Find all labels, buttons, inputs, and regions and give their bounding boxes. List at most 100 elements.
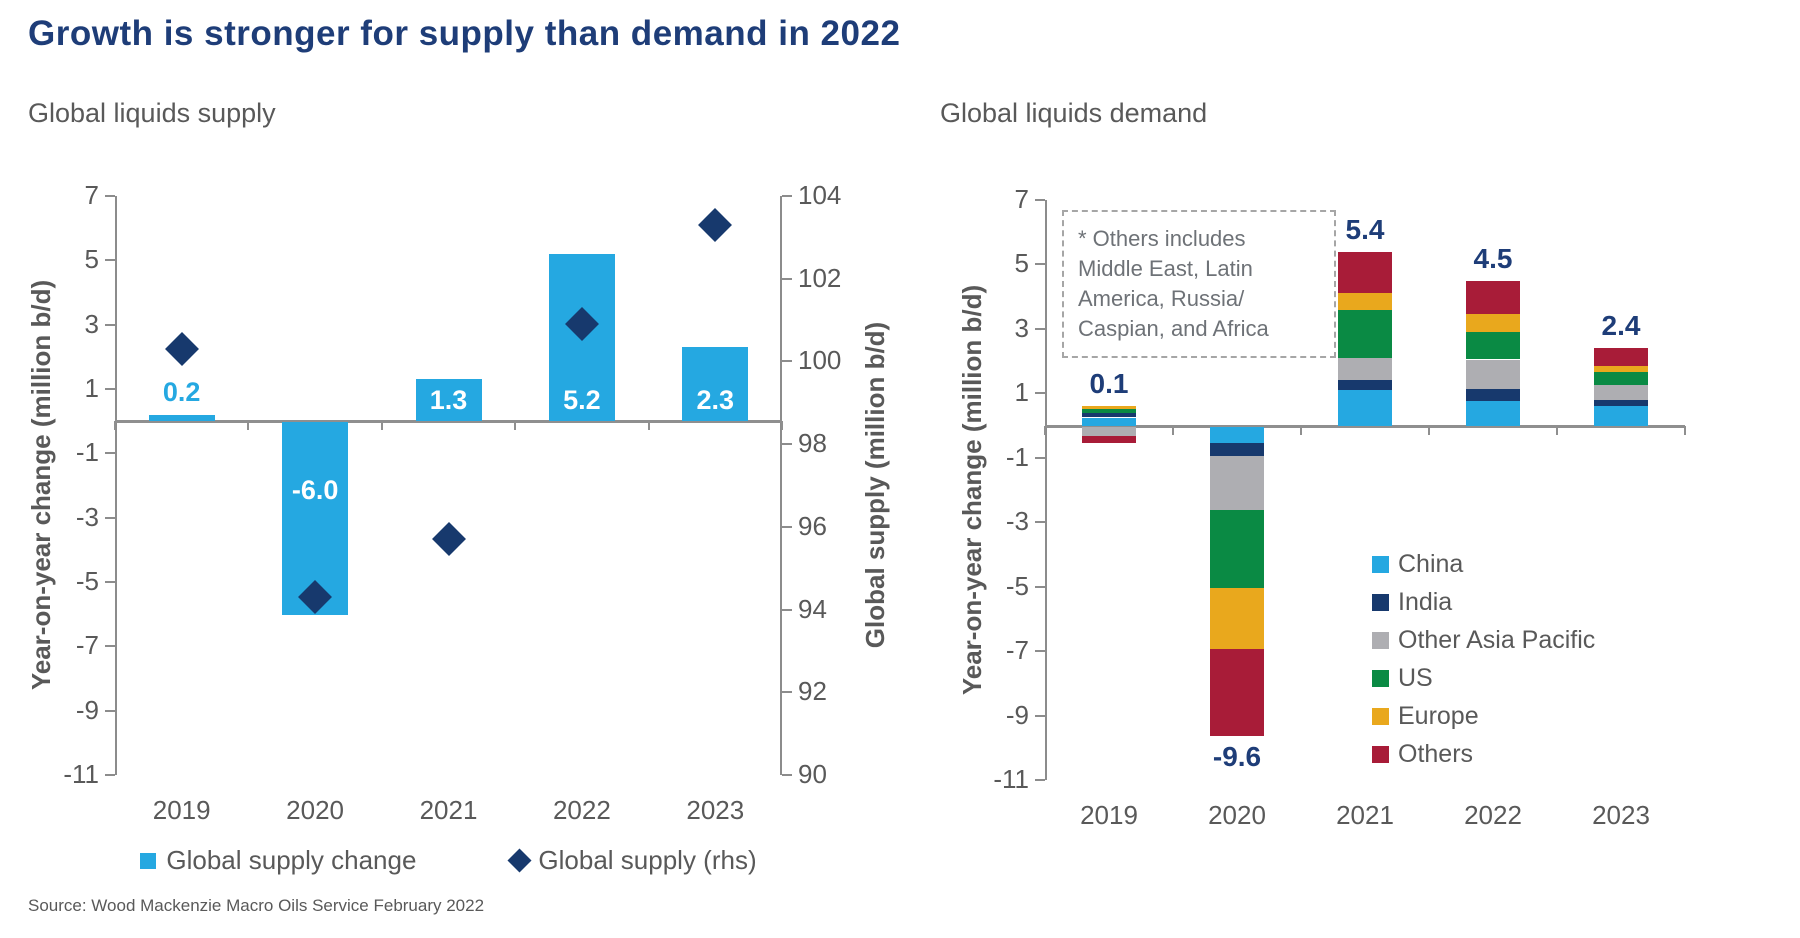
supply-chart-subtitle: Global liquids supply bbox=[28, 98, 276, 128]
segment-china-2019 bbox=[1082, 417, 1136, 426]
legend-item-global-supply-rhs: Global supply (rhs) bbox=[507, 845, 757, 876]
x-tick bbox=[1172, 425, 1174, 435]
right-y-tick bbox=[782, 277, 792, 280]
x-tick bbox=[1044, 425, 1046, 435]
left-y-tick-label: -9 bbox=[75, 694, 99, 725]
x-label-2020: 2020 bbox=[1208, 800, 1266, 830]
x-axis bbox=[1045, 424, 1685, 428]
left-y-tick-label: 5 bbox=[84, 244, 99, 275]
right-y-tick-label: 102 bbox=[798, 262, 842, 293]
segment-other-asia-pacific-2019 bbox=[1082, 426, 1136, 437]
x-tick bbox=[380, 421, 383, 431]
segment-india-2020 bbox=[1210, 442, 1264, 456]
supply-left-axis-title: Year-on-year change (million b/d) bbox=[26, 279, 56, 691]
supply-diamond-2019 bbox=[164, 332, 199, 366]
left-y-tick bbox=[105, 645, 115, 648]
left-y-tick bbox=[105, 516, 115, 519]
x-tick bbox=[514, 421, 517, 431]
left-y-tick bbox=[1035, 327, 1045, 330]
supply-bar-2021 bbox=[415, 379, 482, 422]
legend-item-europe: Europe bbox=[1372, 702, 1595, 731]
x-label-2019: 2019 bbox=[1080, 800, 1138, 830]
square-marker-icon bbox=[1372, 556, 1389, 573]
x-axis bbox=[115, 420, 782, 424]
left-y-tick-label: -5 bbox=[1005, 570, 1029, 601]
left-y-tick bbox=[1035, 456, 1045, 459]
right-y-tick-label: 104 bbox=[798, 180, 842, 210]
segment-others-2023 bbox=[1594, 348, 1648, 366]
segment-others-2021 bbox=[1338, 251, 1392, 294]
page-title: Growth is stronger for supply than deman… bbox=[28, 14, 901, 53]
demand-total-2020: -9.6 bbox=[1212, 740, 1262, 772]
right-y-tick-label: 94 bbox=[798, 593, 827, 624]
segment-us-2020 bbox=[1210, 510, 1264, 588]
right-y-tick bbox=[782, 774, 792, 776]
segment-us-2021 bbox=[1338, 309, 1392, 358]
left-y-tick bbox=[1035, 263, 1045, 266]
x-tick bbox=[114, 421, 116, 431]
left-y-tick-label: 3 bbox=[1014, 312, 1029, 343]
left-y-tick-label: 7 bbox=[84, 180, 99, 210]
segment-us-2023 bbox=[1594, 372, 1648, 386]
right-y-tick-label: 100 bbox=[798, 345, 842, 376]
x-label-2019: 2019 bbox=[152, 795, 211, 825]
square-marker-icon bbox=[1372, 632, 1389, 649]
legend-label: China bbox=[1398, 550, 1464, 578]
legend-item-us: US bbox=[1372, 664, 1595, 693]
left-y-tick-label: -7 bbox=[75, 630, 99, 661]
segment-india-2019 bbox=[1082, 412, 1136, 418]
right-y-axis bbox=[780, 196, 782, 775]
x-tick bbox=[1556, 425, 1558, 435]
left-y-tick-label: 1 bbox=[1014, 377, 1029, 408]
x-label-2020: 2020 bbox=[286, 795, 345, 825]
left-y-tick bbox=[105, 774, 115, 776]
left-y-tick-label: -1 bbox=[75, 437, 99, 468]
left-y-tick bbox=[1035, 779, 1045, 781]
segment-other-asia-pacific-2022 bbox=[1466, 359, 1520, 389]
left-y-tick bbox=[105, 709, 115, 712]
supply-bar-2019 bbox=[148, 414, 215, 422]
segment-other-asia-pacific-2023 bbox=[1594, 385, 1648, 400]
supply-chart: 7 5 3 1 -1 -3 -5 -7 -9 -11 104 102 100 98 96 94 92 90 2019… bbox=[63, 180, 841, 825]
supply-diamond-2023 bbox=[698, 207, 733, 242]
left-y-tick-label: -9 bbox=[1005, 699, 1029, 730]
segment-china-2022 bbox=[1466, 401, 1520, 426]
right-y-tick-label: 96 bbox=[798, 510, 827, 541]
demand-chart: 7 5 3 1 -1 -3 -5 -7 -9 -11 2019 2020 2021 2022 2023 0.1… bbox=[993, 184, 1686, 830]
supply-bar-value-2020: -6.0 bbox=[291, 475, 339, 506]
left-y-tick-label: -11 bbox=[63, 759, 99, 789]
legend-item-global-supply-change: Global supply change bbox=[140, 845, 416, 876]
left-y-tick-label: 1 bbox=[84, 373, 99, 403]
square-marker-icon bbox=[1372, 746, 1389, 763]
segment-india-2021 bbox=[1338, 380, 1392, 391]
segment-other-asia-pacific-2020 bbox=[1210, 455, 1264, 511]
square-marker-icon bbox=[1372, 708, 1389, 725]
demand-total-2021: 5.4 bbox=[1345, 213, 1385, 245]
left-y-tick bbox=[105, 388, 115, 390]
legend-item-other-asia-pacific: Other Asia Pacific bbox=[1372, 626, 1595, 655]
legend-item-others: Others bbox=[1372, 740, 1595, 769]
supply-bar-2023 bbox=[682, 347, 749, 422]
x-label-2023: 2023 bbox=[686, 795, 745, 825]
left-y-tick-label: 7 bbox=[1014, 184, 1029, 214]
x-tick bbox=[647, 421, 650, 431]
square-marker-icon bbox=[1372, 670, 1389, 687]
left-y-tick bbox=[105, 259, 115, 262]
left-y-tick-label: -11 bbox=[993, 764, 1029, 794]
diamond-marker-icon bbox=[507, 848, 532, 873]
left-y-tick bbox=[105, 323, 115, 326]
left-y-tick-label: 3 bbox=[84, 308, 99, 339]
supply-bar-value-2022: 5.2 bbox=[563, 385, 601, 416]
legend-label: Global supply (rhs) bbox=[538, 845, 757, 875]
left-y-tick bbox=[105, 452, 115, 455]
supply-bar-value-2021: 1.3 bbox=[429, 385, 468, 416]
supply-bar-value-2023: 2.3 bbox=[696, 385, 735, 416]
segment-india-2023 bbox=[1594, 399, 1648, 407]
legend-label: Global supply change bbox=[166, 845, 417, 875]
x-label-2021: 2021 bbox=[419, 795, 478, 825]
left-y-tick-label: 5 bbox=[1014, 248, 1029, 279]
left-y-tick-label: -7 bbox=[1005, 635, 1029, 666]
left-y-tick bbox=[1035, 585, 1045, 588]
x-label-2023: 2023 bbox=[1592, 800, 1650, 830]
right-y-tick-label: 92 bbox=[798, 676, 827, 707]
